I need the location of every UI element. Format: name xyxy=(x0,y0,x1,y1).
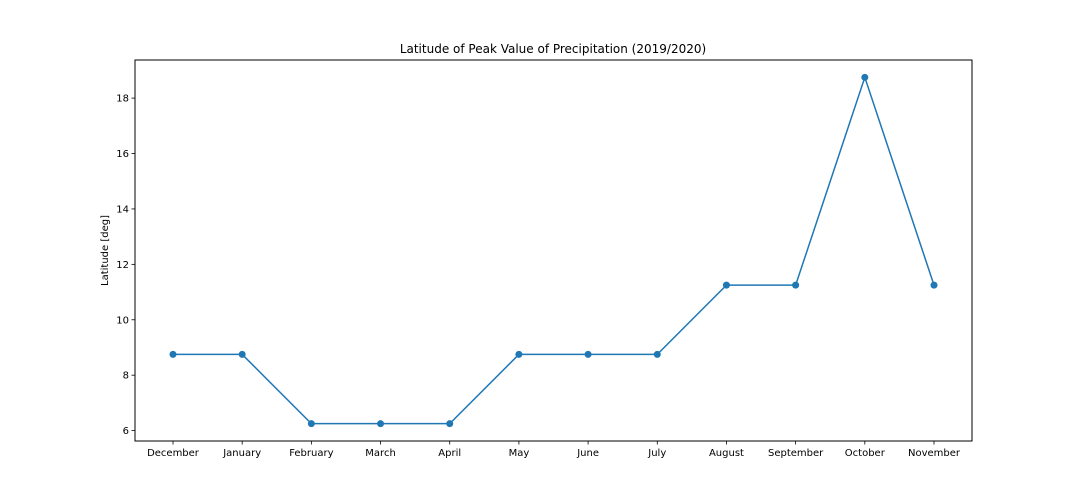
data-point xyxy=(792,281,800,289)
y-tick-label: 14 xyxy=(116,204,129,215)
data-point xyxy=(377,420,385,428)
series-line xyxy=(173,74,935,425)
data-point xyxy=(584,350,592,358)
x-axis: December January February March April May June… xyxy=(147,441,961,459)
x-tick-label: March xyxy=(365,448,395,459)
x-tick-label: November xyxy=(908,448,961,459)
x-tick-label: July xyxy=(647,448,666,459)
chart-title: Latitude of Peak Value of Precipitation … xyxy=(400,42,706,56)
x-tick-label: August xyxy=(709,448,744,459)
x-tick-label: May xyxy=(509,448,530,459)
x-tick-label: April xyxy=(438,448,461,459)
data-point xyxy=(722,281,730,289)
x-tick-label: February xyxy=(289,448,333,459)
data-point xyxy=(515,350,523,358)
data-point xyxy=(861,73,869,81)
y-tick-label: 16 xyxy=(116,149,129,160)
y-tick-label: 8 xyxy=(123,371,129,382)
data-point xyxy=(446,420,454,428)
data-point xyxy=(653,350,661,358)
x-tick-label: January xyxy=(222,448,261,459)
x-tick-label: December xyxy=(147,448,200,459)
x-tick-label: October xyxy=(845,448,886,459)
y-tick-label: 10 xyxy=(116,315,129,326)
x-tick-label: September xyxy=(768,448,824,459)
data-point xyxy=(930,281,938,289)
x-tick-label: June xyxy=(576,448,599,459)
plot-area-frame xyxy=(134,59,973,442)
data-point xyxy=(307,420,315,428)
data-point xyxy=(169,350,177,358)
data-point xyxy=(238,350,246,358)
y-tick-label: 6 xyxy=(123,426,129,437)
y-axis-label: Latitude [deg] xyxy=(100,215,111,286)
y-tick-label: 12 xyxy=(116,260,129,271)
series-layer xyxy=(169,73,938,428)
y-tick-label: 18 xyxy=(116,94,129,105)
y-axis: 6 8 10 12 14 16 18 xyxy=(116,94,135,437)
